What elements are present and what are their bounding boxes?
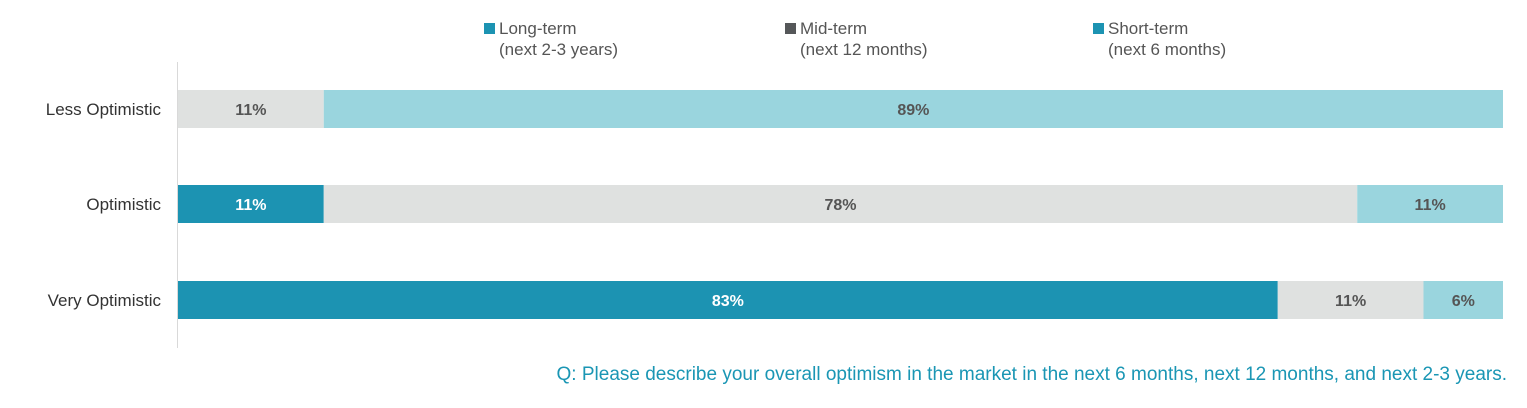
category-label: Optimistic xyxy=(86,195,161,214)
legend-swatch xyxy=(484,23,495,34)
bar-segment xyxy=(323,90,1503,128)
legend-swatch xyxy=(1093,23,1104,34)
bar-value-label: 11% xyxy=(1335,293,1366,310)
legend-series-subtitle: (next 12 months) xyxy=(800,40,928,59)
bar-segment xyxy=(178,185,324,223)
bar-value-label: 89% xyxy=(897,102,929,119)
bar-segment xyxy=(178,90,324,128)
legend-item: Short-term (next 6 months) xyxy=(1093,18,1226,60)
bar-segment xyxy=(1357,185,1503,223)
question-caption: Q: Please describe your overall optimism… xyxy=(556,364,1507,385)
bar-value-label: 11% xyxy=(235,102,266,119)
legend: Long-term (next 2-3 years) Mid-term (next 1… xyxy=(0,18,1527,68)
bar-segment xyxy=(1423,281,1503,319)
legend-series-name: Mid-term xyxy=(800,19,868,38)
legend-series-subtitle: (next 6 months) xyxy=(1108,40,1227,59)
category-label: Very Optimistic xyxy=(48,291,162,310)
legend-label-line: Long-term xyxy=(484,18,618,39)
bar-value-label: 83% xyxy=(712,293,744,310)
bar-value-label: 78% xyxy=(824,197,856,214)
legend-series-subtitle: (next 2-3 years) xyxy=(499,40,619,59)
legend-item: Mid-term (next 12 months) xyxy=(785,18,928,60)
legend-item: Long-term (next 2-3 years) xyxy=(484,18,618,60)
legend-series-name: Short-term xyxy=(1108,19,1189,38)
bar-segment xyxy=(1277,281,1424,319)
legend-label-line: Short-term xyxy=(1093,18,1226,39)
bar-segment xyxy=(178,281,1278,319)
legend-label-line: Mid-term xyxy=(785,18,928,39)
legend-swatch xyxy=(785,23,796,34)
category-label: Less Optimistic xyxy=(46,100,162,119)
bar-value-label: 11% xyxy=(1415,197,1446,214)
bar-value-label: 6% xyxy=(1452,293,1475,310)
legend-series-name: Long-term xyxy=(499,19,577,38)
bar-segment xyxy=(323,185,1358,223)
bar-value-label: 11% xyxy=(235,197,266,214)
